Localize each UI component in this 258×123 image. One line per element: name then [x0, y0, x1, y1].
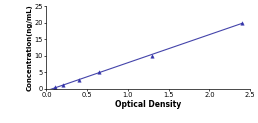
Y-axis label: Concentration(ng/mL): Concentration(ng/mL)	[26, 4, 33, 91]
Point	[240, 22, 244, 24]
Point	[97, 71, 101, 73]
Point	[150, 55, 155, 57]
Point	[77, 79, 81, 81]
Point	[53, 86, 57, 88]
X-axis label: Optical Density: Optical Density	[115, 100, 181, 109]
Point	[61, 84, 65, 86]
